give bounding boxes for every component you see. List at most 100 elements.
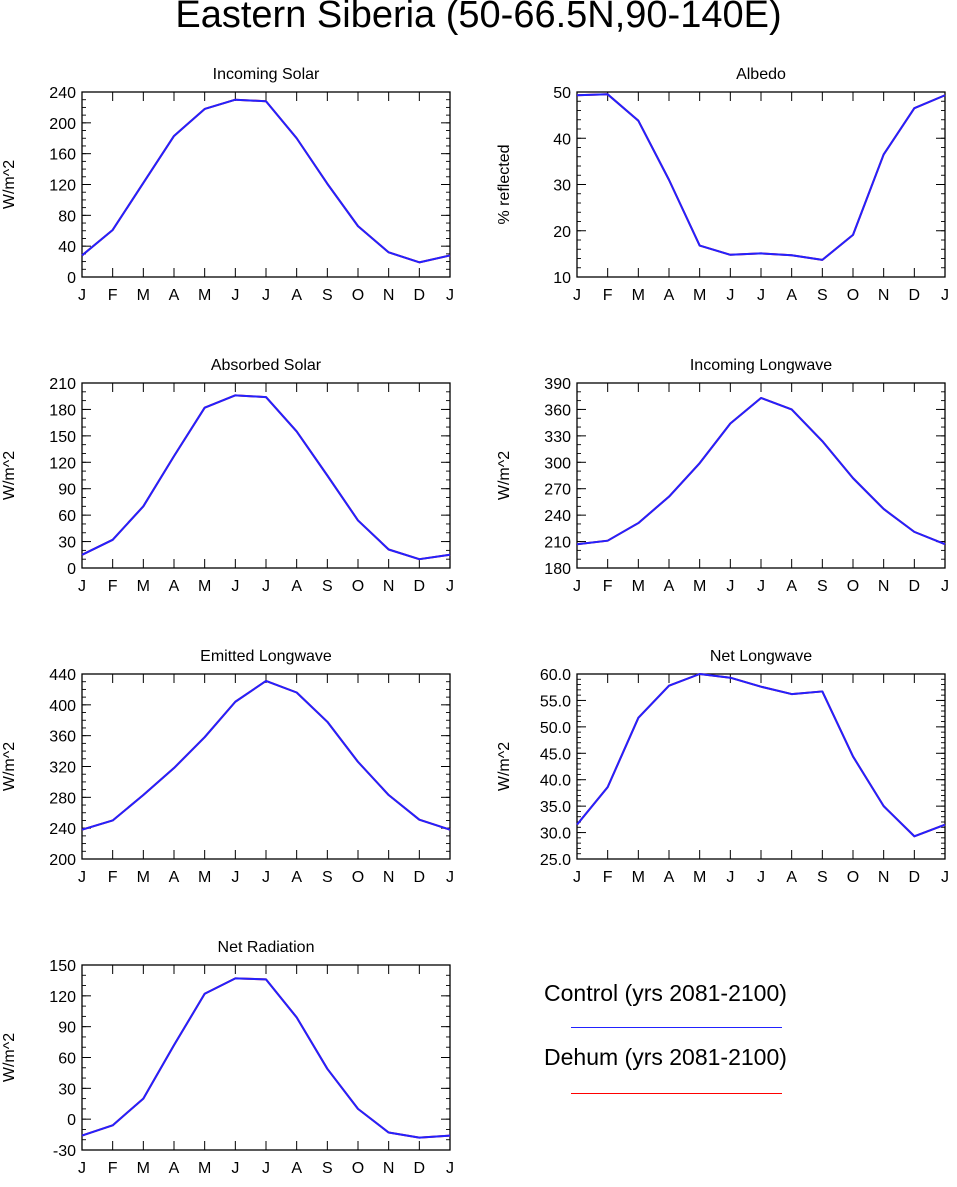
x-tick-label: O: [352, 869, 364, 886]
series-line-dehum: [576, 93, 946, 261]
y-tick-label: 0: [67, 270, 76, 287]
panel-title: Emitted Longwave: [200, 648, 332, 665]
x-tick-label: F: [108, 1160, 118, 1177]
series-line-dehum: [81, 394, 451, 561]
y-axis-label: W/m^2: [496, 742, 513, 791]
x-tick-label: A: [291, 869, 302, 886]
x-tick-label: A: [786, 287, 797, 304]
x-tick-label: J: [262, 287, 270, 304]
x-tick-label: M: [693, 578, 706, 595]
panel-title: Absorbed Solar: [211, 357, 322, 374]
series-line-dehum: [81, 679, 451, 831]
legend-line-control: [571, 1027, 782, 1028]
x-tick-label: J: [231, 578, 239, 595]
x-tick-label: M: [137, 1160, 150, 1177]
x-tick-label: O: [352, 1160, 364, 1177]
y-tick-label: 150: [49, 429, 76, 446]
panel-title: Net Radiation: [218, 939, 315, 956]
x-tick-label: M: [137, 287, 150, 304]
y-tick-label: 0: [67, 561, 76, 578]
x-tick-label: J: [941, 287, 949, 304]
x-tick-label: N: [383, 578, 395, 595]
y-tick-label: 60: [58, 508, 76, 525]
x-tick-label: J: [231, 287, 239, 304]
y-tick-label: 210: [544, 535, 571, 552]
x-tick-label: M: [632, 578, 645, 595]
y-tick-label: 240: [49, 821, 76, 838]
y-tick-label: 210: [49, 376, 76, 393]
x-tick-label: F: [108, 578, 118, 595]
x-tick-label: D: [414, 578, 426, 595]
x-tick-label: A: [291, 1160, 302, 1177]
series-line-dehum: [81, 977, 451, 1139]
y-tick-label: 280: [49, 790, 76, 807]
x-tick-label: J: [446, 578, 454, 595]
x-tick-label: N: [383, 287, 395, 304]
x-tick-label: M: [198, 1160, 211, 1177]
x-tick-label: N: [878, 287, 890, 304]
y-tick-label: 30: [553, 178, 571, 195]
series-line-control: [576, 396, 946, 546]
y-axis-label: W/m^2: [1, 1033, 18, 1082]
y-tick-label: 10: [553, 270, 571, 287]
x-tick-label: N: [878, 869, 890, 886]
y-tick-label: 360: [49, 729, 76, 746]
legend-label-dehum: Dehum (yrs 2081-2100): [544, 1044, 787, 1070]
x-tick-label: J: [726, 869, 734, 886]
x-tick-label: N: [878, 578, 890, 595]
x-tick-label: A: [786, 578, 797, 595]
x-tick-label: A: [664, 869, 675, 886]
panel-title: Albedo: [736, 66, 786, 83]
y-tick-label: 20: [553, 224, 571, 241]
x-tick-label: J: [262, 869, 270, 886]
y-tick-label: 50: [553, 85, 571, 102]
x-tick-label: A: [169, 869, 180, 886]
series-line-control: [576, 673, 946, 838]
x-tick-label: A: [169, 1160, 180, 1177]
x-tick-label: S: [817, 869, 828, 886]
x-tick-label: M: [693, 869, 706, 886]
panel-emitted-longwave: J F M A M J J A S O N D J200240280320360400440W/m^2E…: [1, 648, 454, 886]
x-tick-label: J: [78, 287, 86, 304]
x-tick-label: J: [757, 869, 765, 886]
y-tick-label: 300: [544, 455, 571, 472]
x-tick-label: D: [909, 578, 921, 595]
y-tick-label: 60.0: [540, 667, 571, 684]
y-tick-label: 0: [67, 1112, 76, 1129]
x-tick-label: J: [941, 869, 949, 886]
y-tick-label: 40: [553, 131, 571, 148]
y-tick-label: 120: [49, 455, 76, 472]
x-tick-label: J: [78, 869, 86, 886]
plot-frame: [576, 91, 946, 278]
series-line-control: [81, 394, 451, 561]
y-tick-label: 40: [58, 239, 76, 256]
x-tick-label: N: [383, 1160, 395, 1177]
panel-incoming-solar: J F M A M J J A S O N D J04080120160200240W/m^2Incom…: [1, 66, 454, 304]
y-tick-label: 30.0: [540, 826, 571, 843]
x-tick-label: M: [198, 869, 211, 886]
panel-net-longwave: J F M A M J J A S O N D J25.030.035.040.045.050.055.…: [496, 648, 949, 886]
x-tick-label: M: [632, 869, 645, 886]
x-tick-label: F: [108, 869, 118, 886]
x-tick-label: O: [847, 578, 859, 595]
x-tick-label: J: [78, 1160, 86, 1177]
x-tick-label: F: [603, 287, 613, 304]
y-tick-label: 80: [58, 208, 76, 225]
y-tick-label: 35.0: [540, 799, 571, 816]
series-line-control: [576, 93, 946, 261]
x-tick-label: A: [291, 287, 302, 304]
x-tick-label: A: [664, 578, 675, 595]
x-tick-label: J: [262, 1160, 270, 1177]
series-line-dehum: [576, 396, 946, 546]
x-tick-label: A: [786, 869, 797, 886]
x-tick-label: M: [632, 287, 645, 304]
x-tick-label: J: [446, 287, 454, 304]
y-axis-label: W/m^2: [1, 160, 18, 209]
y-tick-label: 320: [49, 760, 76, 777]
y-tick-label: 55.0: [540, 693, 571, 710]
series-line-control: [81, 98, 451, 264]
y-tick-label: 90: [58, 482, 76, 499]
y-tick-label: 200: [49, 852, 76, 869]
x-tick-label: J: [726, 287, 734, 304]
